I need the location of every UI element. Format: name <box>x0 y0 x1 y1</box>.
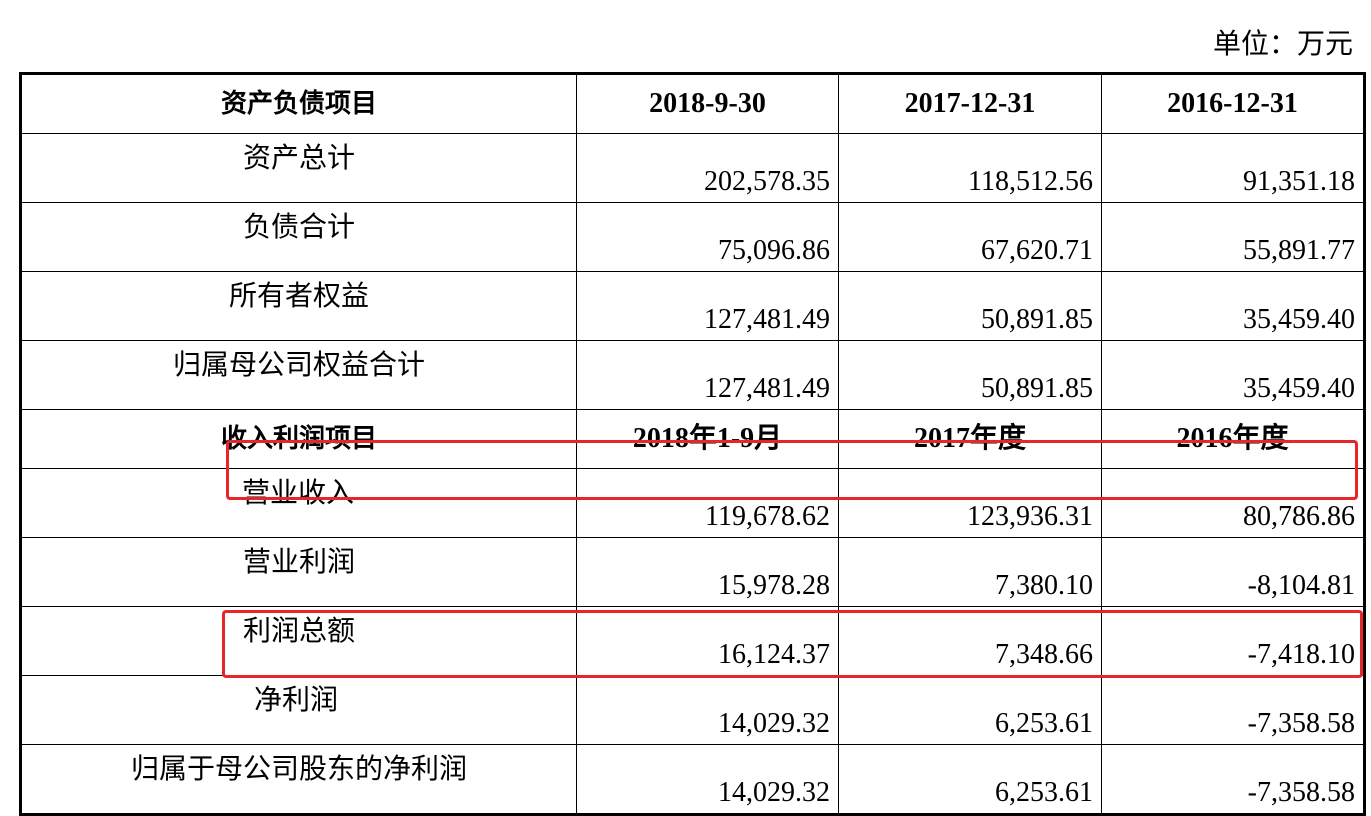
value-cell: 127,481.49 <box>576 340 839 410</box>
table-row: 负债合计 75,096.86 67,620.71 55,891.77 <box>20 202 1365 272</box>
item-cell: 所有者权益 <box>20 271 577 341</box>
value-cell: 67,620.71 <box>838 202 1102 272</box>
table-row: 营业利润 15,978.28 7,380.10 -8,104.81 <box>20 537 1365 607</box>
header-cell: 收入利润项目 <box>20 409 577 469</box>
value-cell: 7,348.66 <box>838 606 1102 676</box>
header-cell: 2016年度 <box>1101 409 1365 469</box>
table-row: 利润总额 16,124.37 7,348.66 -7,418.10 <box>20 606 1365 676</box>
value-cell: 35,459.40 <box>1101 340 1365 410</box>
value-cell: -7,358.58 <box>1101 675 1365 745</box>
value-cell: 50,891.85 <box>838 340 1102 410</box>
item-cell: 净利润 <box>20 675 577 745</box>
header-cell: 2016-12-31 <box>1101 73 1365 134</box>
table-row: 归属于母公司股东的净利润 14,029.32 6,253.61 -7,358.5… <box>20 744 1365 815</box>
value-cell: 15,978.28 <box>576 537 839 607</box>
value-cell: 127,481.49 <box>576 271 839 341</box>
value-cell: 91,351.18 <box>1101 133 1365 203</box>
value-cell: 35,459.40 <box>1101 271 1365 341</box>
header-cell: 2017年度 <box>838 409 1102 469</box>
header-cell: 资产负债项目 <box>20 73 577 134</box>
value-cell: 80,786.86 <box>1101 468 1365 538</box>
item-cell: 归属母公司权益合计 <box>20 340 577 410</box>
table-row: 所有者权益 127,481.49 50,891.85 35,459.40 <box>20 271 1365 341</box>
item-cell: 利润总额 <box>20 606 577 676</box>
value-cell: 55,891.77 <box>1101 202 1365 272</box>
table-row: 营业收入 119,678.62 123,936.31 80,786.86 <box>20 468 1365 538</box>
balance-header-row: 资产负债项目 2018-9-30 2017-12-31 2016-12-31 <box>20 73 1365 134</box>
header-cell: 2018-9-30 <box>576 73 839 134</box>
financial-summary-table: 资产负债项目 2018-9-30 2017-12-31 2016-12-31 资… <box>19 72 1366 816</box>
value-cell: 14,029.32 <box>576 675 839 745</box>
header-cell: 2017-12-31 <box>838 73 1102 134</box>
unit-label: 单位：万元 <box>1212 27 1353 60</box>
value-cell: 119,678.62 <box>576 468 839 538</box>
value-cell: -7,358.58 <box>1101 744 1365 815</box>
value-cell: 6,253.61 <box>838 744 1102 815</box>
table-row: 归属母公司权益合计 127,481.49 50,891.85 35,459.40 <box>20 340 1365 410</box>
table-row: 资产总计 202,578.35 118,512.56 91,351.18 <box>20 133 1365 203</box>
income-header-row: 收入利润项目 2018年1-9月 2017年度 2016年度 <box>20 409 1365 469</box>
value-cell: 123,936.31 <box>838 468 1102 538</box>
value-cell: 16,124.37 <box>576 606 839 676</box>
value-cell: 118,512.56 <box>838 133 1102 203</box>
value-cell: 14,029.32 <box>576 744 839 815</box>
value-cell: 75,096.86 <box>576 202 839 272</box>
value-cell: 50,891.85 <box>838 271 1102 341</box>
value-cell: 202,578.35 <box>576 133 839 203</box>
table-row: 净利润 14,029.32 6,253.61 -7,358.58 <box>20 675 1365 745</box>
value-cell: -7,418.10 <box>1101 606 1365 676</box>
value-cell: 6,253.61 <box>838 675 1102 745</box>
value-cell: 7,380.10 <box>838 537 1102 607</box>
item-cell: 归属于母公司股东的净利润 <box>20 744 577 815</box>
item-cell: 营业利润 <box>20 537 577 607</box>
item-cell: 负债合计 <box>20 202 577 272</box>
header-cell: 2018年1-9月 <box>576 409 839 469</box>
item-cell: 营业收入 <box>20 468 577 538</box>
value-cell: -8,104.81 <box>1101 537 1365 607</box>
item-cell: 资产总计 <box>20 133 577 203</box>
